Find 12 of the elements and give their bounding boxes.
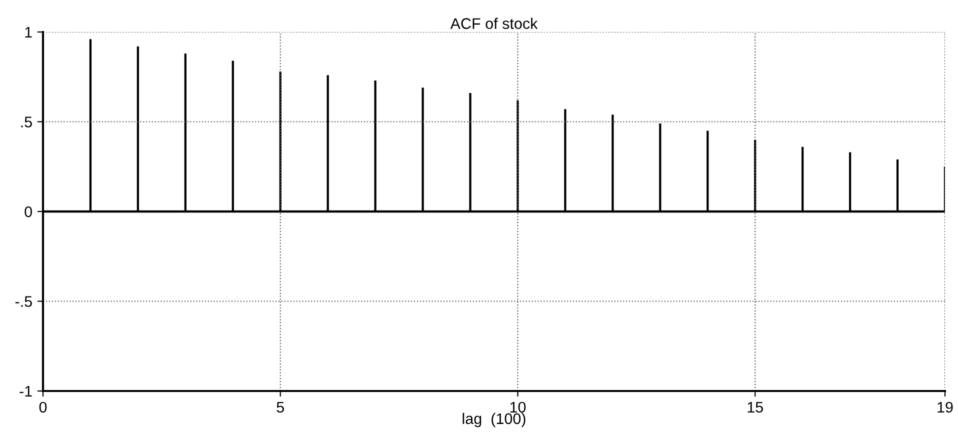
y-tick-label: 1	[25, 27, 32, 38]
y-tick-label: 0	[24, 206, 32, 218]
x-axis-title: lag (100)	[462, 412, 526, 428]
x-tick-label: 5	[276, 402, 284, 413]
y-tick-label: -1	[20, 386, 32, 397]
y-tick-label: -.5	[15, 296, 32, 307]
x-tick-label: 19	[938, 402, 953, 413]
y-tick-label: .5	[21, 116, 32, 128]
x-tick-label: 15	[748, 402, 763, 413]
x-tick-label: 10	[510, 402, 526, 413]
chart-title: ACF of stock	[450, 18, 538, 29]
x-tick-label: 0	[39, 402, 47, 413]
